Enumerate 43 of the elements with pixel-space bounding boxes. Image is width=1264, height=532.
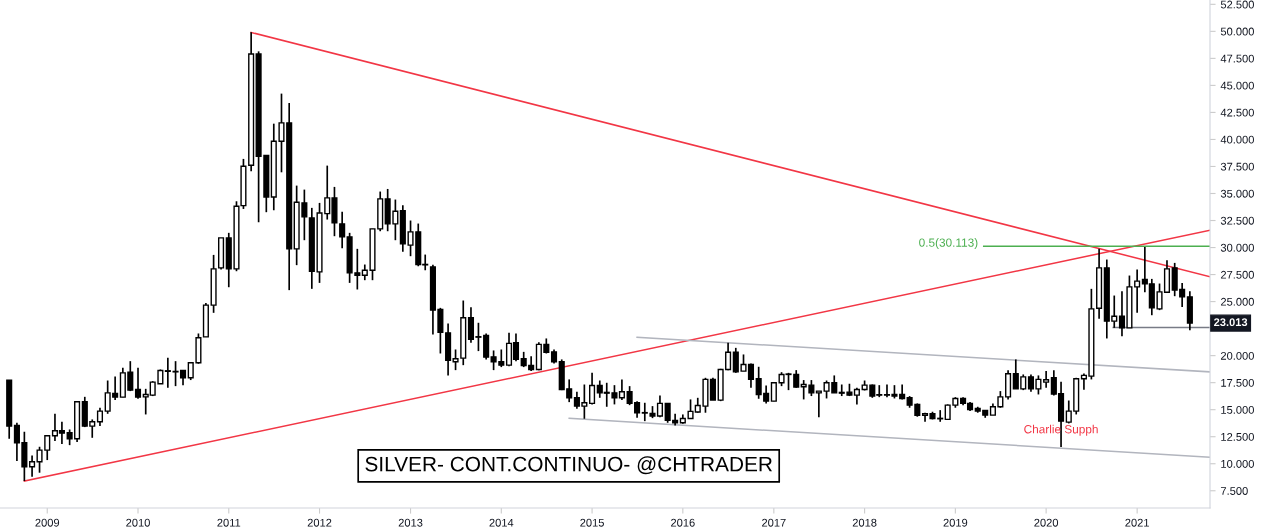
y-tick-label: 10.000 bbox=[1221, 460, 1254, 468]
y-tick-label: 7.500 bbox=[1220, 487, 1248, 495]
candlestick bbox=[96, 406, 104, 427]
y-tick-label: 45.000 bbox=[1220, 81, 1254, 90]
candlestick bbox=[134, 366, 142, 400]
y-tick-label: 15.000 bbox=[1221, 405, 1254, 414]
y-tick-label: 30.000 bbox=[1220, 243, 1254, 252]
x-tick-label: 2016 bbox=[671, 518, 695, 527]
x-tick-label: 2020 bbox=[1034, 518, 1059, 527]
candlestick bbox=[1134, 268, 1141, 314]
x-tick-label: 2013 bbox=[398, 518, 423, 527]
y-tick-label: 52.500 bbox=[1220, 0, 1254, 9]
x-tick-label: 2010 bbox=[126, 518, 150, 527]
y-tick-label: 50.000 bbox=[1220, 27, 1254, 36]
candlestick bbox=[164, 356, 171, 389]
x-tick-label: 2017 bbox=[762, 518, 786, 527]
y-tick-label: 27.500 bbox=[1220, 270, 1254, 279]
y-tick-label: 42.500 bbox=[1220, 108, 1254, 117]
candlestick bbox=[1005, 369, 1012, 401]
annotation: 0.5(30.113) bbox=[919, 238, 978, 250]
y-tick-label: 20.000 bbox=[1220, 351, 1254, 360]
x-tick-label: 2015 bbox=[580, 518, 604, 527]
y-tick-label: 25.000 bbox=[1220, 297, 1254, 306]
x-tick-label: 2012 bbox=[307, 518, 332, 527]
candlestick bbox=[815, 390, 822, 418]
x-tick-label: 2021 bbox=[1125, 518, 1149, 527]
x-tick-label: 2009 bbox=[35, 518, 60, 527]
candlestick bbox=[1043, 370, 1050, 389]
x-tick-label: 2014 bbox=[489, 518, 514, 527]
y-tick-label: 40.000 bbox=[1220, 135, 1254, 144]
y-tick-label: 17.500 bbox=[1221, 378, 1254, 387]
y-tick-label: 12.500 bbox=[1221, 432, 1254, 441]
annotation: SILVER- CONT.CONTINUO- @CHTRADER bbox=[365, 456, 772, 475]
y-tick-label: 35.000 bbox=[1220, 189, 1254, 198]
candlestick bbox=[483, 332, 490, 361]
candlestick bbox=[589, 371, 596, 406]
x-tick-label: 2011 bbox=[217, 518, 241, 527]
y-tick-label: 47.500 bbox=[1220, 54, 1254, 63]
y-tick-label: 32.500 bbox=[1220, 216, 1254, 225]
x-tick-label: 2018 bbox=[852, 518, 877, 527]
text: 23.013 bbox=[1214, 318, 1248, 327]
x-tick-label: 2019 bbox=[943, 518, 968, 527]
y-tick-label: 37.500 bbox=[1220, 162, 1254, 171]
